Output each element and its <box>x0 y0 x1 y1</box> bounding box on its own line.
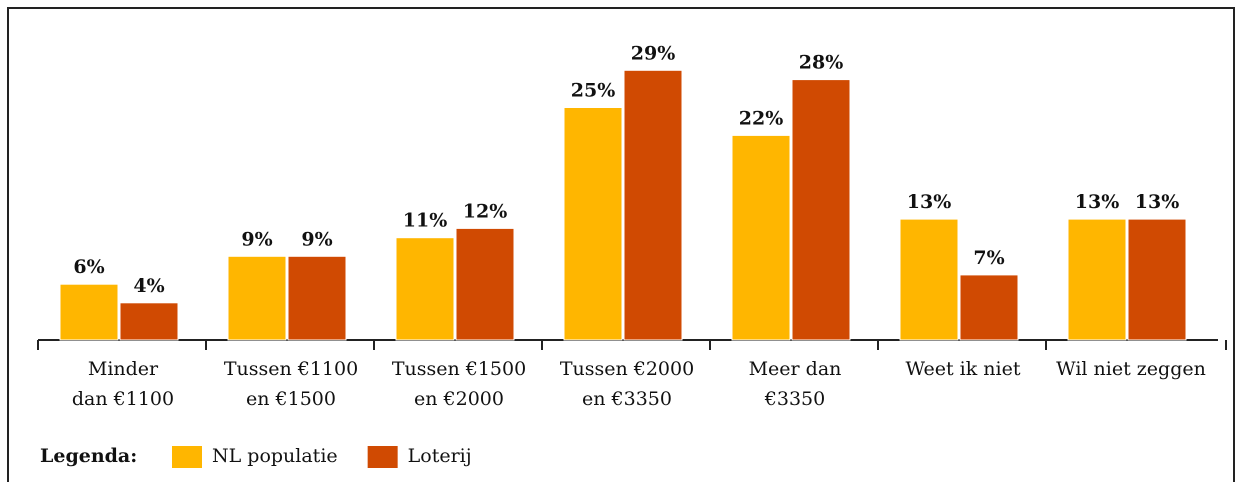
legend-swatch <box>367 446 398 468</box>
bar <box>1067 218 1127 341</box>
legend-label: Loterij <box>408 445 472 467</box>
legend-label: NL populatie <box>212 445 338 467</box>
value-label: 9% <box>301 228 332 250</box>
bar <box>791 79 851 341</box>
bar <box>119 302 179 341</box>
bar <box>287 255 347 341</box>
bar <box>227 255 287 341</box>
bar <box>959 274 1019 341</box>
x-tick-label: Tussen €2000 <box>560 358 694 380</box>
value-label: 28% <box>799 52 844 74</box>
bar <box>731 134 791 341</box>
value-label: 6% <box>73 256 104 278</box>
frame <box>7 7 1235 482</box>
bar <box>899 218 959 341</box>
x-tick-label: Tussen €1100 <box>224 358 358 380</box>
bar <box>623 69 683 341</box>
value-label: 25% <box>571 80 616 102</box>
legend-swatch <box>172 446 202 468</box>
x-tick-label: Weet ik niet <box>906 358 1021 380</box>
bar <box>395 237 455 341</box>
bar <box>1127 218 1187 341</box>
value-label: 11% <box>403 210 448 232</box>
x-tick-label: dan €1100 <box>72 388 174 410</box>
value-label: 9% <box>241 228 272 250</box>
x-tick-label: €3350 <box>764 388 825 410</box>
value-label: 7% <box>973 247 1004 269</box>
x-tick-label: Tussen €1500 <box>392 358 526 380</box>
x-tick-label: en €2000 <box>414 388 504 410</box>
value-label: 29% <box>631 42 676 64</box>
value-label: 13% <box>1135 191 1180 213</box>
value-label: 13% <box>1075 191 1120 213</box>
bar <box>455 227 515 341</box>
x-tick-label: Meer dan <box>749 358 842 380</box>
x-tick-label: en €3350 <box>582 388 672 410</box>
x-tick-label: Minder <box>88 358 159 380</box>
x-tick-label: Wil niet zeggen <box>1056 358 1206 380</box>
value-label: 12% <box>463 200 508 222</box>
bar <box>563 107 623 341</box>
legend-title: Legenda: <box>40 445 137 467</box>
x-tick-label: en €1500 <box>246 388 336 410</box>
value-label: 4% <box>133 275 164 297</box>
value-label: 22% <box>739 107 784 129</box>
bar <box>59 283 119 341</box>
value-label: 13% <box>907 191 952 213</box>
